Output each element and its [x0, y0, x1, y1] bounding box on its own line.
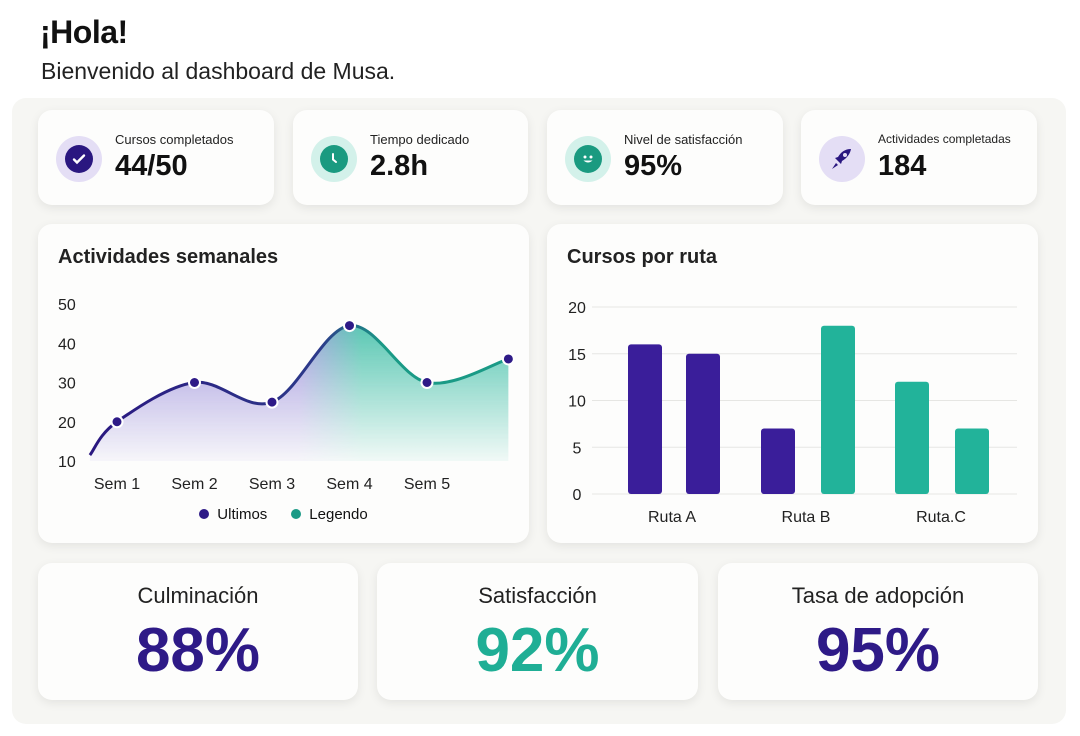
stat-card-satisfaction: Nivel de satisfacción 95% — [547, 110, 783, 205]
y-tick-label: 20 — [568, 300, 586, 317]
kpi-label: Culminación — [137, 583, 259, 608]
smiley-icon — [565, 136, 611, 182]
data-point — [188, 376, 201, 389]
stat-value: 184 — [878, 150, 927, 182]
kpi-label: Satisfacción — [478, 583, 597, 608]
stat-label: Cursos completados — [115, 132, 234, 147]
x-tick-label: Sem 5 — [404, 476, 450, 493]
y-tick-label: 40 — [58, 336, 76, 353]
bar — [821, 325, 855, 494]
stat-label: Actividades completadas — [878, 132, 1011, 146]
data-point — [110, 415, 124, 429]
y-tick-label: 30 — [58, 376, 76, 393]
stat-label: Nivel de satisfacción — [624, 132, 743, 147]
kpi-card-satisfaccion: Satisfacción 92% — [377, 563, 698, 700]
kpi-card-culminacion: Culminación 88% — [38, 563, 358, 700]
greeting-subtitle: Bienvenido al dashboard de Musa. — [41, 58, 396, 84]
stat-label: Tiempo dedicado — [370, 132, 470, 147]
rocket-icon — [819, 136, 865, 182]
y-tick-label: 5 — [573, 440, 582, 457]
stat-card-time: Tiempo dedicado 2.8h — [293, 110, 528, 205]
bar — [955, 428, 989, 494]
stat-value: 2.8h — [370, 150, 429, 182]
x-tick-label: Ruta A — [648, 509, 696, 526]
legend-item-legendo: Legendo — [291, 506, 368, 523]
bar — [628, 344, 662, 494]
stat-value: 95% — [624, 150, 683, 182]
clock-icon — [311, 136, 357, 182]
data-point — [501, 352, 515, 366]
bar — [686, 353, 720, 494]
bar-chart: 0 5 10 15 20 Ruta A Ruta B Ruta.C — [568, 300, 1017, 526]
x-tick-label: Ruta B — [782, 509, 831, 526]
kpi-value: 92% — [475, 616, 600, 685]
check-circle-icon — [56, 136, 102, 182]
data-point — [343, 319, 356, 333]
area-fill — [89, 325, 509, 461]
weekly-activity-chart-card: Actividades semanales 10 20 30 40 50 Sem 1 Sem… — [38, 224, 529, 543]
x-tick-label: Ruta.C — [916, 509, 966, 526]
chart-title: Actividades semanales — [58, 246, 279, 268]
stat-card-activities: Actividades completadas 184 — [801, 110, 1037, 205]
x-tick-label: Sem 4 — [326, 476, 372, 493]
x-tick-label: Sem 1 — [94, 476, 140, 493]
chart-title: Cursos por ruta — [567, 246, 718, 268]
greeting-title: ¡Hola! — [40, 14, 128, 50]
y-tick-label: 10 — [58, 454, 76, 471]
kpi-value: 95% — [815, 616, 941, 685]
chart-legend: Ultimos Legendo — [38, 506, 529, 523]
y-tick-label: 20 — [58, 415, 76, 432]
legend-item-ultimos: Ultimos — [199, 506, 267, 523]
y-tick-label: 10 — [568, 394, 586, 411]
y-tick-label: 50 — [58, 297, 76, 314]
kpi-label: Tasa de adopción — [791, 583, 965, 608]
bar — [761, 428, 795, 494]
y-tick-label: 0 — [573, 487, 582, 504]
x-tick-label: Sem 3 — [249, 476, 295, 493]
kpi-card-adopcion: Tasa de adopción 95% — [718, 563, 1038, 700]
courses-by-route-chart-card: Cursos por ruta 0 5 10 15 20 Ruta A Ruta B Ruta… — [547, 224, 1038, 543]
bar — [895, 381, 929, 494]
x-tick-label: Sem 2 — [171, 476, 217, 493]
data-point — [420, 376, 434, 389]
stat-card-courses: Cursos completados 44/50 — [38, 110, 274, 205]
y-tick-label: 15 — [568, 347, 586, 364]
stat-value: 44/50 — [115, 150, 188, 182]
data-point — [265, 395, 279, 409]
kpi-value: 88% — [135, 616, 261, 685]
line-chart: 10 20 30 40 50 Sem 1 Sem 2 Sem 3 Sem 4 Sem 5 — [58, 297, 515, 493]
